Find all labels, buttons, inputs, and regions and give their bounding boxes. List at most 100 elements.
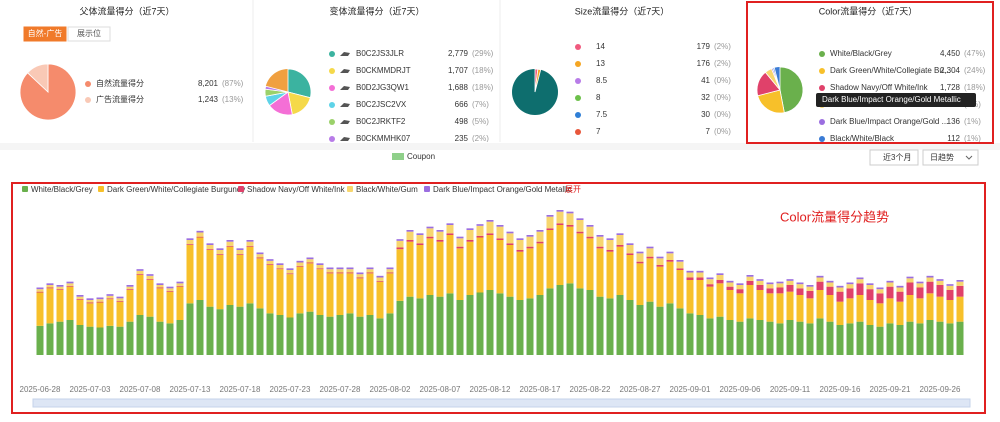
- highlight-box: [11, 182, 986, 414]
- toolbar: Coupon 近3个月 日趋势: [392, 149, 979, 166]
- bar-segment: [856, 277, 864, 280]
- bar-segment: [576, 231, 584, 234]
- bar-segment: [366, 273, 374, 315]
- legend-name: White/Black/Grey: [830, 49, 892, 58]
- bar-segment: [96, 327, 104, 355]
- bar-segment: [926, 293, 934, 320]
- pie-slice: [772, 67, 781, 91]
- bar-segment: [766, 282, 774, 285]
- bar-segment: [606, 298, 614, 355]
- bar-segment: [636, 261, 644, 264]
- percent: (13%): [222, 95, 244, 104]
- pie-slice: [287, 68, 312, 99]
- bar-segment: [876, 293, 884, 304]
- bar-segment: [46, 288, 54, 324]
- bar-segment: [786, 285, 794, 292]
- legend-swatch: [424, 186, 430, 192]
- bar-segment: [586, 226, 594, 237]
- bar-segment: [286, 273, 294, 275]
- bar-segment: [56, 321, 64, 355]
- bar-segment: [896, 287, 904, 292]
- pie-slice: [534, 68, 542, 93]
- highlight-box: [746, 1, 994, 144]
- bar-segment: [286, 274, 294, 318]
- toolbar-coupon[interactable]: Coupon: [407, 152, 435, 161]
- bar-segment: [66, 283, 74, 286]
- range-button[interactable]: [869, 149, 919, 166]
- bar-segment: [906, 278, 914, 283]
- separator: [0, 143, 1000, 150]
- bar-segment: [356, 277, 364, 279]
- bar-segment: [456, 300, 464, 355]
- range-label[interactable]: 近3个月: [883, 152, 911, 162]
- product-icon: [340, 103, 350, 107]
- x-tick-label: 2025-06-28: [20, 385, 61, 394]
- bar-segment: [866, 325, 874, 355]
- x-tick-label: 2025-07-28: [320, 385, 361, 394]
- bar-segment: [356, 272, 364, 275]
- tab[interactable]: [23, 26, 67, 42]
- bar-segment: [186, 238, 194, 240]
- bar-segment: [396, 300, 404, 355]
- score: 4,450: [940, 49, 961, 58]
- bar-segment: [176, 285, 184, 287]
- bar-segment: [156, 321, 164, 355]
- bar-segment: [746, 285, 754, 319]
- bar-segment: [506, 296, 514, 355]
- bar-segment: [406, 230, 414, 232]
- bar-segment: [406, 240, 414, 242]
- tab-label[interactable]: 展示位: [77, 28, 101, 38]
- bar-segment: [676, 261, 684, 269]
- bar-segment: [276, 268, 284, 270]
- bar-segment: [116, 296, 124, 299]
- bar-segment: [56, 285, 64, 287]
- tab[interactable]: [67, 26, 111, 42]
- bar-segment: [736, 321, 744, 355]
- bar-segment: [216, 248, 224, 250]
- bar-segment: [106, 295, 114, 299]
- percent: (0%): [714, 110, 731, 119]
- bar-segment: [266, 313, 274, 355]
- bar-segment: [946, 285, 954, 290]
- bar-segment: [576, 233, 584, 289]
- legend-name: 自然流量得分: [96, 78, 144, 88]
- bar-segment: [746, 275, 754, 277]
- bar-segment: [56, 289, 64, 290]
- bar-segment: [896, 325, 904, 355]
- bar-segment: [596, 246, 604, 249]
- bar-segment: [896, 301, 904, 325]
- tab-label[interactable]: 自然-广告: [28, 28, 63, 38]
- bar-segment: [256, 257, 264, 259]
- bar-segment: [486, 290, 494, 355]
- bar-segment: [566, 226, 574, 284]
- legend-name: Dark Green/White/Collegiate Bu...: [830, 66, 951, 75]
- bar-segment: [226, 240, 234, 242]
- bar-segment: [796, 284, 804, 289]
- bar-segment: [176, 283, 184, 286]
- bar-segment: [316, 315, 324, 355]
- legend-dot: [85, 97, 91, 103]
- mode-label[interactable]: 日趋势: [930, 152, 954, 162]
- bar-segment: [126, 286, 134, 290]
- bar-segment: [446, 235, 454, 294]
- bar-segment: [756, 280, 764, 285]
- legend-more[interactable]: 展开: [565, 185, 581, 194]
- legend-swatch: [98, 186, 104, 192]
- bar-segment: [646, 301, 654, 355]
- bar-segment: [666, 253, 674, 260]
- scrollbar[interactable]: [32, 398, 971, 408]
- bar-segment: [76, 296, 84, 300]
- x-tick-label: 2025-09-21: [870, 385, 911, 394]
- bar-segment: [736, 289, 744, 294]
- bar-segment: [626, 253, 634, 255]
- bar-segment: [336, 315, 344, 355]
- bar-segment: [266, 259, 274, 261]
- bar-segment: [916, 283, 924, 288]
- bar-segment: [786, 280, 794, 285]
- bar-segment: [236, 248, 244, 250]
- bar-segment: [346, 272, 354, 274]
- bar-segment: [616, 295, 624, 355]
- bar-segment: [276, 265, 284, 269]
- mode-select[interactable]: [922, 149, 979, 166]
- bar-segment: [906, 276, 914, 279]
